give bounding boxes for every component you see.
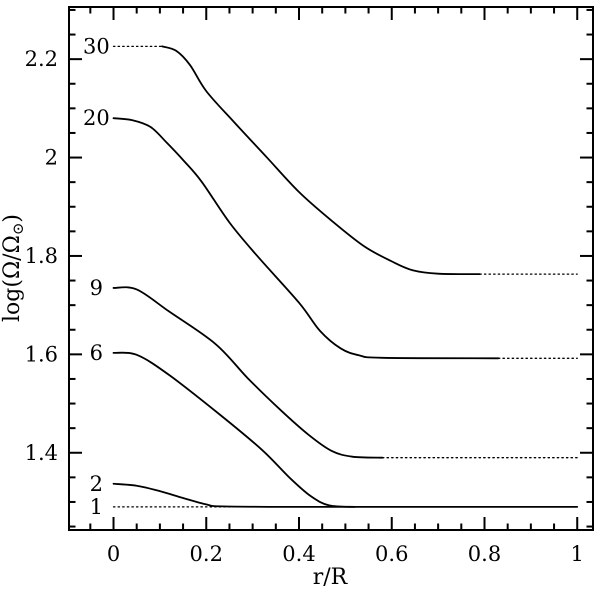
x-tick-label: 0.6: [375, 542, 408, 566]
x-tick-label: 0.4: [282, 542, 315, 566]
plot-frame: [68, 6, 594, 531]
curve-label-6: 6: [90, 341, 103, 365]
x-tick-label: 0: [107, 542, 120, 566]
x-tick-label: 0.8: [468, 542, 501, 566]
y-tick-label: 1.4: [25, 441, 58, 465]
curve-label-20: 20: [83, 106, 110, 130]
curve-6: 6: [90, 341, 356, 508]
curve-9: 9: [90, 276, 578, 459]
y-tick-label: 2: [45, 146, 58, 170]
x-tick-labels: 0 0.2 0.4 0.6 0.8 1: [107, 542, 584, 566]
curve-2: 2: [90, 472, 579, 508]
y-tick-label: 1.8: [25, 244, 58, 268]
y-tick-labels: 1.4 1.6 1.8 2 2.2: [25, 47, 58, 465]
curve-20-solid: [112, 117, 500, 360]
x-tick-label: 1: [571, 542, 584, 566]
y-axis-label: log(Ω/Ω⊙): [0, 214, 27, 322]
x-axis-label: r/R: [313, 565, 349, 590]
axis-ticks: [69, 7, 593, 530]
curve-label-9: 9: [90, 276, 103, 300]
curve-label-30: 30: [83, 34, 110, 58]
y-tick-label: 2.2: [25, 47, 58, 71]
y-tick-label: 1.6: [25, 342, 58, 366]
curve-2-solid: [112, 482, 579, 508]
curve-30-solid: [161, 45, 481, 276]
curve-30: 30: [83, 34, 578, 276]
x-tick-label: 0.2: [190, 542, 223, 566]
curve-label-1: 1: [90, 495, 103, 519]
curve-label-2: 2: [90, 472, 103, 496]
curve-6-solid: [112, 351, 356, 508]
curve-9-solid: [112, 286, 384, 459]
curve-20: 20: [83, 106, 578, 360]
